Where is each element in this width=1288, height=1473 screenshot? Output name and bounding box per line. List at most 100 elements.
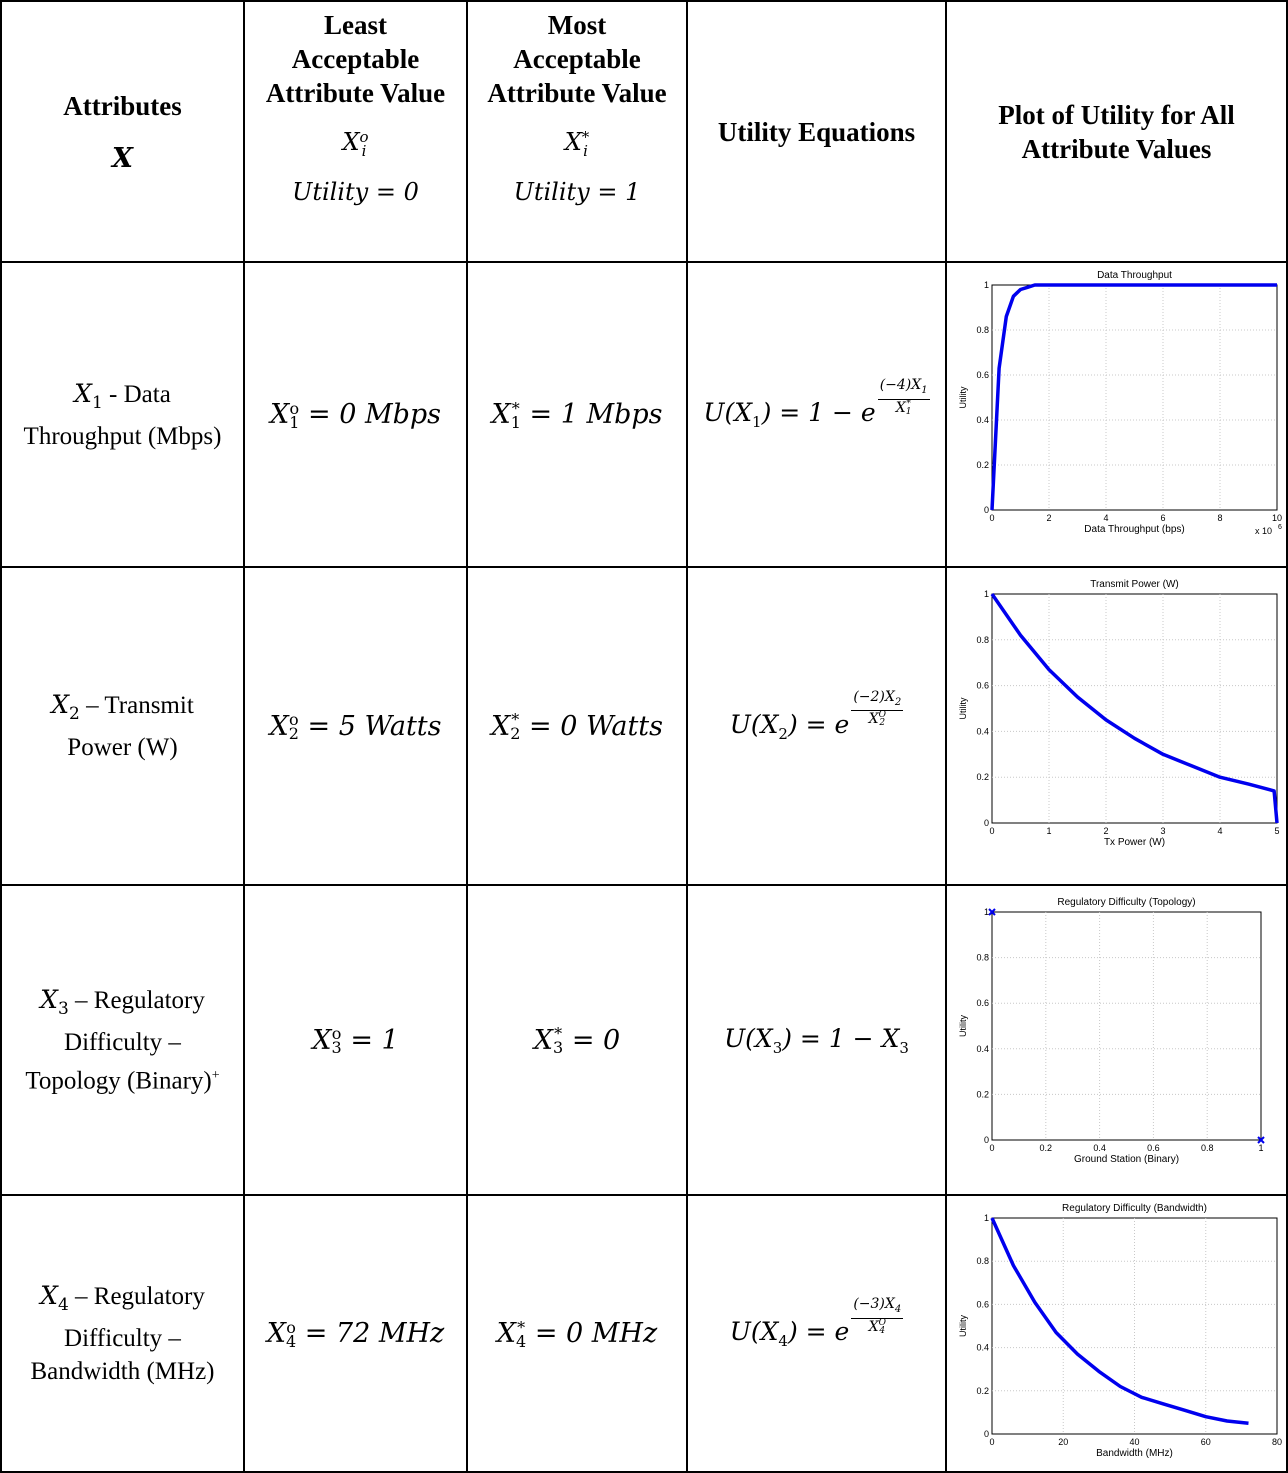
row1-most-value: X * 1 = 1 Mbps — [491, 398, 663, 432]
x-tick-label: 8 — [1217, 513, 1222, 523]
y-tick-label: 0.8 — [976, 325, 989, 335]
x-tick-label: 0 — [989, 1143, 994, 1153]
y-tick-label: 0.6 — [976, 370, 989, 380]
y-tick-label: 0.6 — [976, 998, 989, 1008]
y-tick-label: 0.2 — [976, 1089, 989, 1099]
row4-attribute: X4 – Regulatory Difficulty – Bandwidth (… — [30, 1281, 215, 1385]
y-tick-label: 0 — [984, 505, 989, 515]
x-tick-label: 0 — [989, 513, 994, 523]
header-attributes-label: Attributes — [63, 91, 182, 121]
y-tick-label: 0.4 — [976, 1044, 989, 1054]
x-axis-label: Tx Power (W) — [1104, 837, 1165, 848]
row1-plot-cell: Data Throughput 0 2 4 6 8 10 0 0.2 0.4 0.6 0.8 1 Data… — [947, 263, 1286, 566]
header-most-line3: Attribute Value — [487, 78, 667, 108]
x-tick-label: 2 — [1103, 826, 1108, 836]
x-tick-label: 20 — [1058, 1437, 1068, 1447]
header-attributes: Attributes X — [2, 2, 243, 261]
x-tick-label: 5 — [1274, 826, 1279, 836]
x-tick-label: 3 — [1160, 826, 1165, 836]
x-multiplier-exponent: 6 — [1278, 524, 1282, 531]
x-tick-label: 4 — [1103, 513, 1108, 523]
row4-plot-cell: Regulatory Difficulty (Bandwidth) 0 20 40 60… — [947, 1196, 1286, 1471]
y-tick-label: 0 — [984, 818, 989, 828]
x-tick-label: 0 — [989, 826, 994, 836]
x-axis-label: Ground Station (Binary) — [1074, 1154, 1179, 1165]
y-tick-label: 0.8 — [976, 953, 989, 963]
header-least-line2: Acceptable — [291, 44, 420, 74]
x-tick-label: 60 — [1201, 1437, 1211, 1447]
y-tick-label: 0.4 — [976, 726, 989, 736]
y-tick-label: 1 — [984, 907, 989, 917]
header-plot: Plot of Utility for All Attribute Values — [947, 2, 1286, 261]
chart-title: Regulatory Difficulty (Topology) — [1057, 897, 1195, 908]
y-tick-label: 0 — [984, 1135, 989, 1145]
header-least-utility: Utility = 0 — [292, 177, 419, 206]
header-least-line3: Attribute Value — [265, 78, 446, 108]
x-tick-label: 4 — [1217, 826, 1222, 836]
header-most-utility: Utility = 1 — [513, 177, 641, 206]
series-line — [990, 1217, 1249, 1425]
y-axis-label: Utility — [958, 697, 968, 719]
header-most: Most Acceptable Attribute Value X * i Util… — [468, 2, 686, 261]
header-least-line1: Least — [324, 10, 387, 40]
point-stroke — [988, 908, 996, 916]
row1-attribute: X1 - Data Throughput (Mbps) — [23, 378, 222, 450]
topology-chart: Regulatory Difficulty (Topology) 0 0.2 0.4 0… — [958, 897, 1265, 1165]
header-equations: Utility Equations — [688, 2, 945, 261]
x-multiplier-label: x 10 — [1255, 526, 1272, 536]
x-tick-label: 6 — [1160, 513, 1165, 523]
row3-most-value: X * 3 = 0 — [533, 1024, 621, 1057]
row2-attribute: X2 – Transmit Power (W) — [51, 690, 194, 761]
y-tick-label: 0.2 — [976, 772, 989, 782]
row2-plot-cell: Transmit Power (W) 0 1 2 3 4 5 0 0.2 0.4 0.6 0.8 1 Tx… — [947, 568, 1286, 884]
y-tick-label: 0.4 — [976, 415, 989, 425]
plot-frame — [991, 284, 1278, 511]
y-tick-label: 0.8 — [976, 1256, 989, 1266]
y-tick-label: 0.8 — [976, 635, 989, 645]
row1-equation: U(X1) = 1 − e (−4)X1 X * 1 — [703, 377, 930, 431]
chart-title: Transmit Power (W) — [1090, 579, 1179, 590]
header-equations-label: Utility Equations — [717, 116, 916, 147]
series-line — [990, 283, 1277, 511]
x-tick-label: 1 — [1046, 826, 1051, 836]
row2-equation: U(X2) = e (−2)X2 X O 2 — [729, 688, 904, 743]
y-tick-label: 0.6 — [976, 681, 989, 691]
plot-frame — [991, 911, 1262, 1141]
series-line — [990, 593, 1279, 824]
point-stroke — [1257, 1136, 1265, 1144]
chart-title: Regulatory Difficulty (Bandwidth) — [1062, 1203, 1207, 1214]
y-axis-label: Utility — [958, 1015, 968, 1037]
y-tick-label: 0.6 — [976, 1299, 989, 1309]
y-axis-label: Utility — [958, 386, 968, 408]
y-tick-label: 0.2 — [976, 1386, 989, 1396]
bandwidth-chart: Regulatory Difficulty (Bandwidth) 0 20 40 60… — [958, 1203, 1282, 1459]
row4-equation: U(X4) = e (−3)X4 X O 4 — [729, 1296, 904, 1350]
header-most-symbol: X * i — [564, 127, 590, 160]
plot-frame — [991, 593, 1278, 824]
y-tick-label: 0 — [984, 1429, 989, 1439]
y-tick-label: 1 — [984, 589, 989, 599]
x-tick-label: 0.6 — [1147, 1143, 1160, 1153]
x-tick-label: 0 — [989, 1437, 994, 1447]
row3-plot-cell: Regulatory Difficulty (Topology) 0 0.2 0.4 0… — [947, 886, 1286, 1194]
x-tick-label: 10 — [1272, 513, 1282, 523]
x-tick-label: 0.4 — [1093, 1143, 1106, 1153]
x-tick-label: 2 — [1046, 513, 1051, 523]
header-most-line1: Most — [547, 10, 607, 40]
x-tick-label: 1 — [1258, 1143, 1263, 1153]
x-tick-label: 80 — [1272, 1437, 1282, 1447]
row2-most-value: X * 2 = 0 Watts — [490, 710, 664, 743]
row4-most-value: X * 4 = 0 MHz — [496, 1317, 658, 1351]
x-axis-label: Bandwidth (MHz) — [1096, 1448, 1173, 1459]
data-throughput-chart: Data Throughput 0 2 4 6 8 10 0 0.2 0.4 0.6 0.8 1 Data… — [958, 270, 1282, 536]
y-tick-label: 1 — [984, 280, 989, 290]
x-tick-label: 0.8 — [1201, 1143, 1214, 1153]
row3-attribute: X3 – Regulatory Difficulty – Topology (B… — [25, 984, 220, 1095]
header-plot-label: Plot of Utility for All Attribute Values — [998, 99, 1235, 164]
